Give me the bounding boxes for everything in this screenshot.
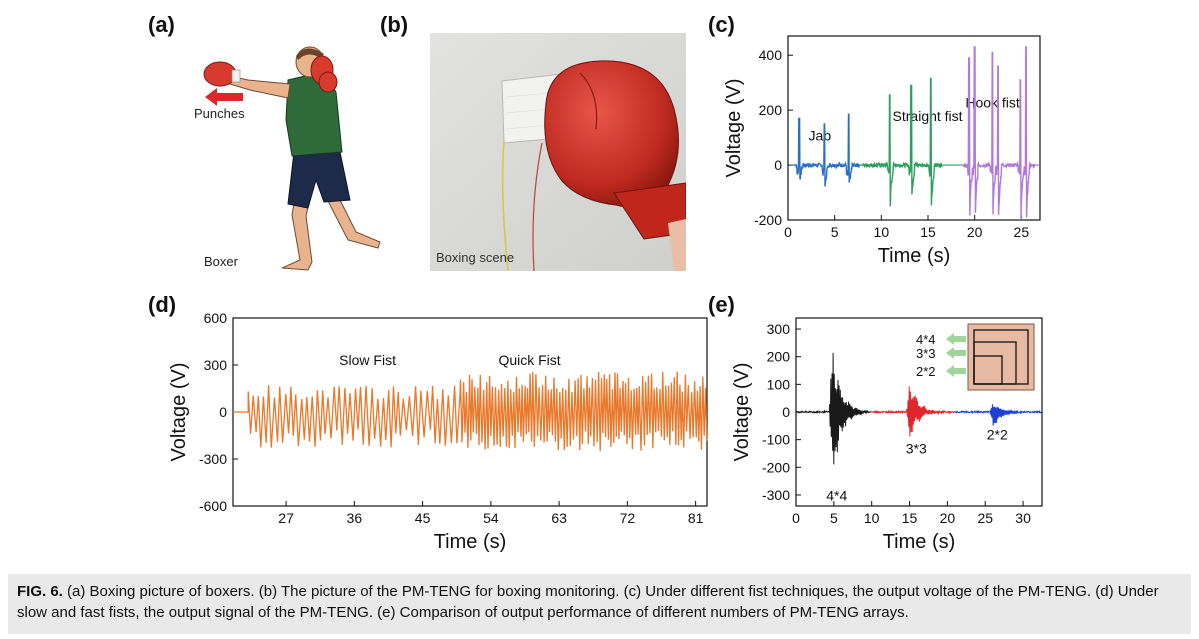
x-tick-label: 15	[920, 224, 936, 240]
x-axis-label: Time (s)	[434, 531, 507, 553]
y-tick-label: -100	[762, 432, 790, 448]
chart-e: 0 5 10 15 20 25 30 -300 -200 -100 0 100 200 300 Time (…	[731, 317, 1043, 553]
x-tick-label: 63	[551, 510, 567, 526]
panel-label-e: (e)	[708, 292, 735, 317]
annotation: Jab	[809, 127, 832, 143]
x-tick-label: 10	[864, 510, 880, 526]
inset-label: 2*2	[916, 364, 936, 379]
punches-label: Punches	[194, 106, 245, 121]
x-tick-label: 81	[688, 510, 704, 526]
inset-background	[967, 323, 1035, 391]
x-tick-label: 0	[792, 510, 800, 526]
y-tick-label: -300	[762, 487, 790, 503]
inset-arrow-icon	[946, 333, 966, 345]
series-line	[795, 113, 861, 187]
caption-lead: FIG. 6.	[17, 583, 63, 600]
y-tick-label: -200	[762, 459, 790, 475]
figure-caption: FIG. 6. (a) Boxing picture of boxers. (b…	[8, 574, 1191, 634]
series-line	[862, 77, 943, 207]
y-tick-label: 100	[767, 376, 791, 392]
burst-line	[954, 404, 1043, 426]
x-tick-label: 45	[415, 510, 431, 526]
x-tick-label: 72	[620, 510, 636, 526]
x-tick-label: 20	[940, 510, 956, 526]
x-tick-label: 5	[830, 510, 838, 526]
annotation: 2*2	[987, 427, 1008, 443]
x-tick-label: 25	[977, 510, 993, 526]
annotation: Straight fist	[893, 108, 963, 124]
boxing-scene-label: Boxing scene	[436, 250, 515, 265]
annotation: Slow Fist	[339, 352, 396, 368]
chart-d: 27 36 45 54 63 72 81 -600 -300 0 300 600 Time (s) Vol…	[168, 310, 708, 553]
x-tick-label: 27	[278, 510, 294, 526]
y-tick-label: 0	[782, 404, 790, 420]
y-axis-label: Voltage (V)	[723, 79, 745, 178]
annotation: Quick Fist	[498, 352, 560, 368]
x-tick-label: 5	[831, 224, 839, 240]
x-tick-label: 30	[1015, 510, 1031, 526]
y-tick-label: 200	[759, 102, 783, 118]
y-tick-label: 600	[204, 310, 228, 326]
y-tick-label: 0	[774, 157, 782, 173]
y-axis-label: Voltage (V)	[168, 363, 190, 462]
inset-array-diagram: 4*43*3 2*2	[916, 323, 1035, 391]
panel-label-b: (b)	[380, 12, 409, 37]
inset-2x2	[973, 355, 1003, 385]
y-tick-label: -200	[754, 212, 782, 228]
x-axis-label: Time (s)	[878, 245, 951, 267]
y-tick-label: 300	[204, 357, 228, 373]
boxer-illustration	[203, 46, 381, 271]
y-tick-label: 300	[767, 321, 791, 337]
x-tick-label: 20	[967, 224, 983, 240]
y-axis-label: Voltage (V)	[731, 363, 753, 462]
y-tick-label: 200	[767, 349, 791, 365]
burst-line	[871, 386, 956, 437]
x-tick-label: 36	[347, 510, 363, 526]
x-tick-label: 54	[483, 510, 499, 526]
y-tick-label: 400	[759, 47, 783, 63]
y-tick-label: -600	[199, 498, 227, 514]
x-tick-label: 0	[784, 224, 792, 240]
x-tick-label: 15	[902, 510, 918, 526]
signal-line	[233, 371, 708, 452]
punch-arrow-icon	[205, 88, 243, 106]
burst-line	[795, 352, 872, 465]
series-line	[962, 46, 1036, 221]
annotation: 3*3	[906, 440, 927, 456]
x-tick-label: 10	[874, 224, 890, 240]
inset-arrow-icon	[946, 347, 966, 359]
caption-text: (a) Boxing picture of boxers. (b) The pi…	[17, 583, 1159, 621]
inset-label: 3*3	[916, 346, 936, 361]
boxing-scene-photo	[430, 33, 686, 271]
annotation: 4*4	[826, 487, 847, 503]
y-tick-label: 0	[219, 404, 227, 420]
panel-label-d: (d)	[148, 292, 177, 317]
boxer-label: Boxer	[204, 254, 238, 269]
panel-label-a: (a)	[148, 12, 175, 37]
inset-label: 4*4	[916, 332, 936, 347]
x-tick-label: 25	[1014, 224, 1030, 240]
y-tick-label: -300	[199, 451, 227, 467]
x-axis-label: Time (s)	[883, 531, 956, 553]
panel-label-c: (c)	[708, 12, 735, 37]
inset-arrow-icon	[946, 365, 966, 377]
plot-frame	[787, 35, 1041, 221]
